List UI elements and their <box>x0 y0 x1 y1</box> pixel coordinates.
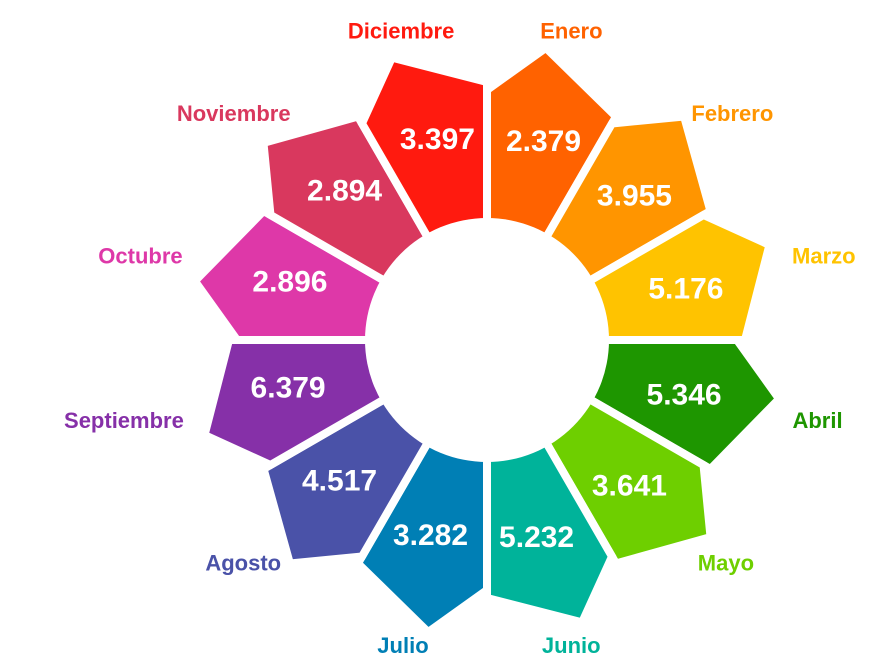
value-label: 4.517 <box>302 464 377 497</box>
value-label: 5.232 <box>499 521 574 554</box>
category-label: Julio <box>377 633 428 658</box>
category-label: Septiembre <box>64 408 184 433</box>
value-label: 3.641 <box>592 469 667 502</box>
category-label: Enero <box>540 19 602 44</box>
value-label: 5.176 <box>648 272 723 305</box>
category-label: Abril <box>792 408 842 433</box>
category-label: Diciembre <box>348 19 454 44</box>
value-label: 3.282 <box>393 519 468 552</box>
category-label: Marzo <box>792 244 856 269</box>
value-label: 3.397 <box>400 123 475 156</box>
value-label: 6.379 <box>251 372 326 405</box>
category-label: Junio <box>542 633 601 658</box>
value-label: 2.894 <box>307 174 382 207</box>
category-label: Mayo <box>698 551 754 576</box>
category-label: Agosto <box>205 551 281 576</box>
category-label: Noviembre <box>177 101 291 126</box>
value-label: 2.896 <box>252 265 327 298</box>
category-label: Octubre <box>98 244 182 269</box>
value-label: 2.379 <box>506 125 581 158</box>
value-label: 3.955 <box>597 180 672 213</box>
value-label: 5.346 <box>647 378 722 411</box>
center-hole <box>365 218 609 462</box>
category-label: Febrero <box>691 101 773 126</box>
